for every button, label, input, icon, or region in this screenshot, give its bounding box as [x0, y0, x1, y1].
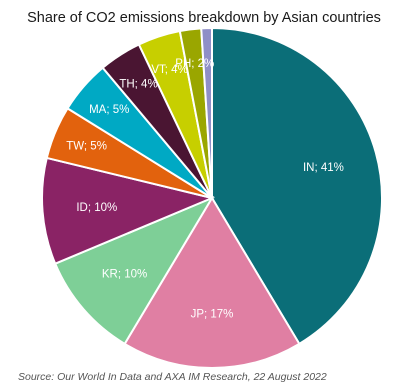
slice-label-in: IN; 41%: [303, 162, 344, 174]
slice-label-tw: TW; 5%: [66, 141, 107, 153]
pie-slice-id: [41, 156, 216, 265]
pie-slice-kr: [53, 195, 215, 346]
pie-slice-jp: [123, 196, 301, 369]
slice-label-vt: VT; 4%: [151, 64, 187, 76]
source-note: Source: Our World In Data and AXA IM Res…: [18, 371, 327, 383]
pie-labels: IN; 41% JP; 17% KR; 10% ID; 10% TW; 5% MA; 5%…: [66, 58, 344, 321]
slice-label-jp: JP; 17%: [191, 309, 234, 321]
pie-chart: IN; 41% JP; 17% KR; 10% ID; 10% TW; 5% MA; 5%…: [41, 26, 383, 369]
slice-label-id: ID; 10%: [76, 202, 117, 214]
slice-label-ph: PH; 2%: [175, 58, 214, 70]
slice-label-th: TH; 4%: [119, 79, 157, 91]
pie-slice-other: [200, 26, 213, 199]
slice-label-kr: KR; 10%: [102, 269, 147, 281]
pie-slice-in: [211, 26, 383, 346]
chart-title: Share of CO2 emissions breakdown by Asia…: [27, 10, 381, 26]
slice-label-ma: MA; 5%: [89, 104, 129, 116]
pie-slices: [41, 26, 383, 369]
